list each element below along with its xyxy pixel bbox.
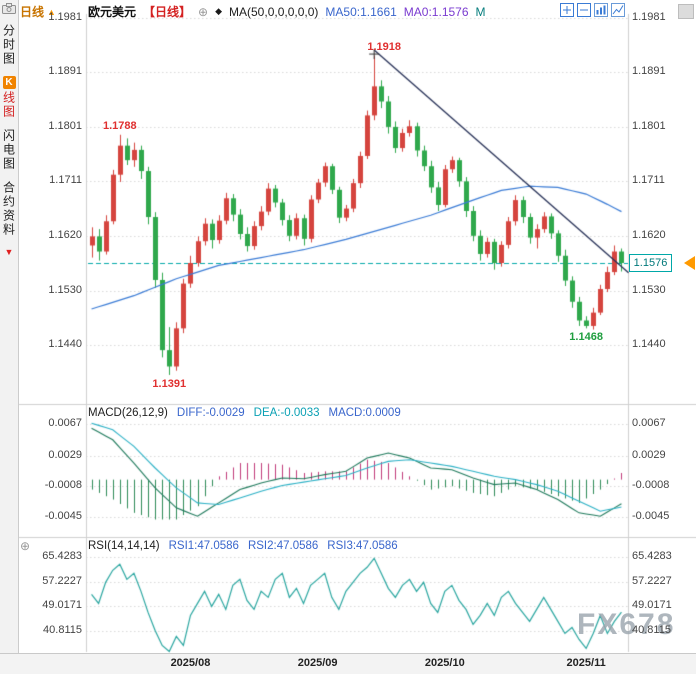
y-tick-label: 1.1711 [632,174,665,187]
macd-macd-value: MACD:0.0009 [328,407,401,419]
y-tick-label: 40.8115 [43,624,82,636]
current-price-tag: 1.1576 [629,254,672,272]
camera-icon[interactable] [2,3,16,14]
rsi-settings-icon[interactable]: ⊕ [20,539,31,553]
ma50-value-label: MA50:1.1661 [325,4,397,19]
symbol-name: 欧元美元 [88,5,137,19]
y-tick-label: 0.0029 [632,448,666,461]
y-tick-label: 1.1981 [48,11,82,23]
y-tick-label: 1.1620 [48,229,82,242]
sidebar-item-kline-chart[interactable]: K 线图 [1,76,18,119]
left-sidebar: 分时图 K 线图 闪电图 合约资料 ▼ [0,0,19,653]
x-axis-label: 2025/09 [297,657,338,669]
bottom-bar [0,653,696,674]
y-tick-label: 0.0067 [632,417,666,429]
y-tick-label: 1.1891 [632,65,666,78]
x-axis-label: 2025/10 [424,657,465,669]
rsi2-value: RSI2:47.0586 [247,540,319,552]
macd-dea-value: DEA:-0.0033 [253,407,320,419]
zoom-in-icon[interactable] [560,3,574,17]
y-tick-label: 65.4283 [42,550,82,562]
rsi-title: RSI(14,14,14) [88,540,160,552]
sidebar-more-arrow-icon[interactable]: ▼ [4,247,14,257]
kline-icon: K [2,76,16,89]
x-axis-label: 2025/08 [170,657,211,669]
y-tick-label: -0.0045 [632,510,670,522]
y-tick-label: 1.1981 [632,11,666,23]
y-tick-label: 49.0171 [42,599,82,612]
sidebar-item-time-chart[interactable]: 分时图 [1,24,18,66]
y-tick-label: 57.2227 [632,574,672,587]
price-annotation: 1.1391 [152,377,187,390]
ma-settings-label: MA(50,0,0,0,0,0) [229,4,319,19]
add-indicator-icon[interactable]: ⊕ [198,4,209,19]
watermark: FX678 [577,608,676,641]
line-chart-icon[interactable] [611,3,625,17]
y-tick-label: 1.1440 [632,338,666,351]
macd-diff-value: DIFF:-0.0029 [176,407,245,419]
y-tick-label: -0.0008 [632,479,670,492]
price-pointer-icon [684,256,695,270]
y-tick-label: 1.1891 [48,65,82,78]
y-tick-label: -0.0045 [44,510,82,522]
ma-extra-label: M [475,4,486,19]
y-tick-label: 0.0029 [48,448,82,461]
y-tick-label: -0.0008 [44,479,82,492]
y-tick-label: 1.1620 [632,229,666,242]
chart-toolbar [560,3,625,17]
ma0-value-label: MA0:1.1576 [403,4,469,19]
sidebar-item-label: 闪电图 [1,129,16,171]
sidebar-item-lightning-chart[interactable]: 闪电图 [1,129,18,171]
sidebar-item-label: 合约资料 [1,181,16,237]
price-annotation: 1.1788 [102,119,137,132]
y-tick-label: 49.0171 [632,599,672,612]
indicator-diamond-icon: ◆ [215,6,223,16]
sidebar-item-label: 线图 [1,91,16,119]
rsi1-value: RSI1:47.0586 [168,540,239,552]
zoom-out-icon[interactable] [577,3,591,17]
rsi3-value: RSI3:47.0586 [327,540,398,552]
scroll-corner[interactable] [678,4,694,19]
period-tab-label: 日线 [20,5,45,19]
sidebar-item-label: 分时图 [1,24,16,66]
y-tick-label: 1.1801 [48,119,82,132]
y-tick-label: 1.1801 [632,119,666,132]
y-tick-label: 65.4283 [632,550,672,562]
rsi-header: RSI(14,14,14) RSI1:47.0586 RSI2:47.0586 … [88,540,398,552]
y-tick-label: 1.1711 [49,174,82,187]
sidebar-item-contract-info[interactable]: 合约资料 [1,181,18,237]
y-tick-label: 40.8115 [632,624,671,636]
x-axis-label: 2025/11 [566,657,606,669]
macd-header: MACD(26,12,9) DIFF:-0.0029 DEA:-0.0033 M… [88,407,401,419]
y-tick-label: 1.1440 [48,338,82,351]
period-up-arrow-icon: ▲ [47,6,56,17]
period-tab-daily[interactable]: 日线 ▲ [20,3,56,20]
y-tick-label: 57.2227 [42,574,82,587]
y-tick-label: 1.1530 [48,283,82,296]
price-annotation: 1.1918 [367,41,401,54]
price-annotation: 1.1468 [569,331,603,344]
y-tick-label: 1.1530 [632,283,666,296]
y-tick-label: 0.0067 [48,417,82,429]
period-label: 【日线】 [143,5,192,19]
bar-chart-icon[interactable] [594,3,608,17]
chart-header: 欧元美元 【日线】 ⊕ ◆ MA(50,0,0,0,0,0) MA50:1.16… [88,3,486,20]
macd-title: MACD(26,12,9) [88,407,168,419]
